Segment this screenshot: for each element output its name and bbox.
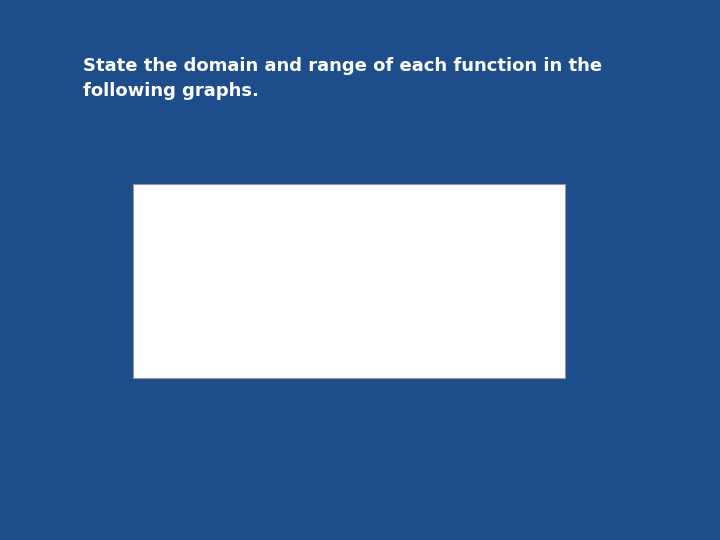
Text: State the domain and range of each function in the
following graphs.: State the domain and range of each funct…: [83, 57, 602, 100]
Text: domain:: domain:: [140, 224, 180, 234]
Text: 11.  $y = \sqrt{x-2}$: 11. $y = \sqrt{x-2}$: [144, 192, 217, 210]
Text: range:: range:: [140, 343, 172, 353]
